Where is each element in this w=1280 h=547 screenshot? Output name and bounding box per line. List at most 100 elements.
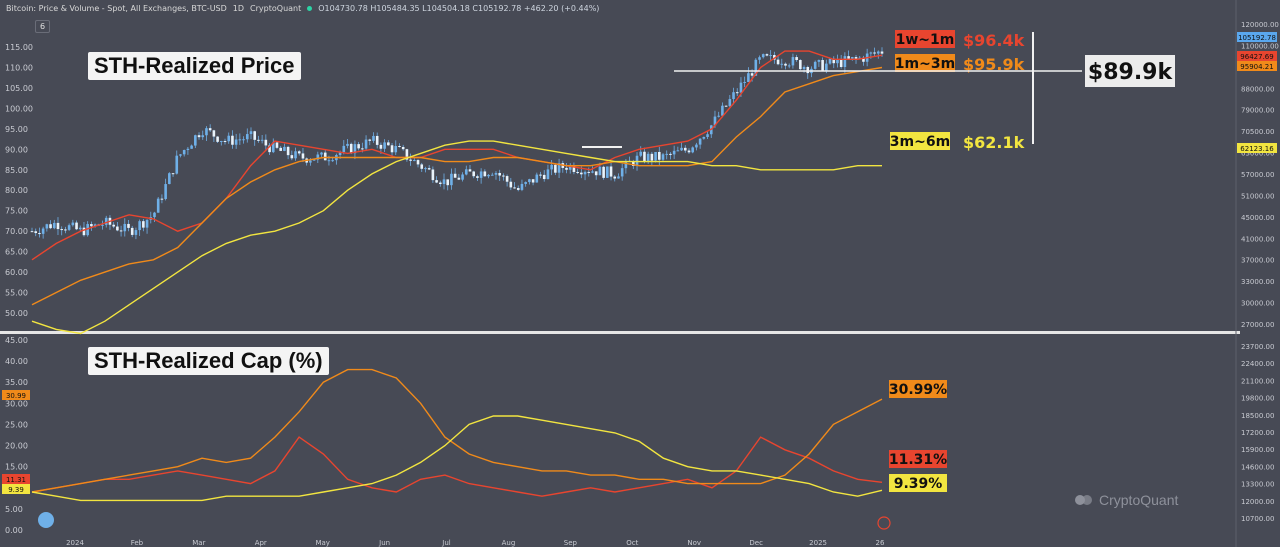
candle-body [301,153,305,159]
x-tick-label: Feb [131,539,144,547]
candle-body [802,66,806,70]
candle-body [71,222,75,226]
candle-body [554,164,557,173]
candle-body [364,139,368,149]
candle-body [505,176,509,182]
axis-value-marker [1237,143,1277,153]
candle-body [52,222,56,229]
candle-body [67,225,71,230]
annotation-label: $89.9k [1088,60,1174,85]
candle-body [424,168,427,170]
candle-body [791,57,795,66]
candle-body [602,166,605,178]
candle-body [361,148,364,150]
y-tick-label: 0.00 [5,526,23,535]
candle-body [691,147,694,153]
right-tick-label: 13300.00 [1241,481,1274,489]
candle-body [862,57,865,62]
candle-body [528,179,531,183]
indicator-count-chip[interactable]: 6 [35,20,51,33]
candle-body [416,160,420,165]
series-name-label: 1w~1m [896,32,955,48]
candle-body [253,131,257,140]
candle-body [784,63,787,66]
candle-body [201,135,205,138]
candle-body [643,151,646,162]
candle-body [799,60,802,70]
candle-body [420,164,424,169]
candle-body [535,174,539,183]
right-tick-label: 21100.00 [1241,377,1274,385]
right-tick-label: 120000.00 [1241,21,1279,29]
candle-body [231,135,234,145]
right-tick-label: 22400.00 [1241,360,1274,368]
x-tick-label: 2025 [809,539,827,547]
candle-body [839,59,843,67]
candle-body [876,51,880,54]
candle-body [82,227,86,236]
candle-body [271,142,275,153]
candle-body [398,146,401,148]
candle-body [208,128,212,131]
candle-body [828,58,832,64]
candle-body [49,224,52,229]
left-axis-value-text: 9.39 [8,486,24,494]
candle-body [297,151,301,154]
candle-body [446,179,450,186]
axis-value-marker [1237,51,1277,61]
brand-watermark: CryptoQuant [1075,492,1178,508]
candle-body [795,57,798,61]
right-tick-label: 10700.00 [1241,515,1274,523]
candle-body [442,179,446,185]
candle-body [542,174,546,180]
candle-body [728,99,732,106]
series-value-tag [889,450,947,468]
x-tick-label: Aug [502,539,516,547]
candle-body [130,227,134,235]
candle-body [242,139,245,141]
candle-body [836,59,839,64]
candle-body [513,187,516,189]
y-tick-label: 65.00 [5,248,28,257]
candle-body [680,147,683,151]
candle-body [821,60,824,71]
candle-body [190,145,193,149]
candle-body [60,229,63,231]
candle-body [435,180,438,183]
candle-body [706,134,709,137]
candle-body [735,92,739,94]
chart-title: Bitcoin: Price & Volume - Spot, All Exch… [6,4,227,13]
candle-body [338,151,342,156]
panel-divider[interactable] [0,331,1240,334]
candle-body [349,143,353,154]
candle-body [290,155,294,159]
series-name-tag [895,54,955,72]
candle-body [438,182,442,185]
candle-body [769,55,772,57]
candle-body [127,223,130,228]
candle-body [635,155,639,166]
candle-body [461,174,464,180]
candle-body [342,145,346,152]
candle-body [476,176,479,178]
candle-body [41,228,45,234]
candle-body [587,171,591,173]
candle-body [164,184,167,200]
candle-body [557,163,561,173]
right-tick-label: 30000.00 [1241,300,1274,308]
right-tick-label: 79000.00 [1241,107,1274,115]
ohlc-readout: O104730.78 H105484.35 L104504.18 C105192… [318,4,600,13]
candle-body [847,56,850,59]
series-value-label: 30.99% [889,382,947,398]
interval[interactable]: 1D [232,4,245,13]
candle-body [327,160,331,162]
candle-body [494,172,498,175]
candle-body [732,92,735,100]
y-tick-label: 100.00 [5,104,33,113]
alert-icon[interactable] [877,516,891,530]
candle-body [156,198,160,213]
candle-body [375,135,379,145]
series-value-label: $95.9k [963,55,1025,74]
candle-body [880,51,884,54]
